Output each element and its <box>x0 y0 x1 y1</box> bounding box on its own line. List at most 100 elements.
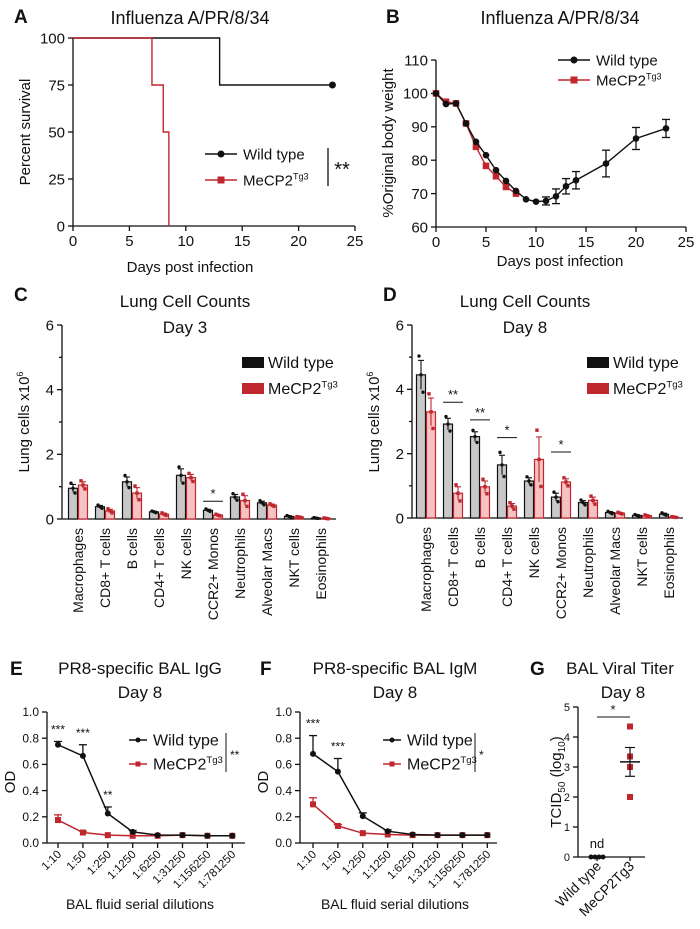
legend-label: MeCP2Tg3 <box>613 380 683 398</box>
point-significance-label: *** <box>306 717 320 731</box>
mecp2-survival-line <box>73 37 170 226</box>
y-tick-label: 6 <box>46 317 54 334</box>
y-axis-label-superscript: 6 <box>365 372 375 377</box>
y-tick-label: 0.4 <box>22 784 39 798</box>
y-tick-label: 0.0 <box>22 836 39 850</box>
individual-point <box>83 487 87 491</box>
x-tick-label: 1:10 <box>40 849 64 873</box>
individual-point <box>583 503 587 507</box>
x-tick-label: 0 <box>432 234 440 251</box>
data-point <box>562 182 570 190</box>
y-axis-label: Lung cells x106 <box>15 372 33 473</box>
not-detected-label: nd <box>590 836 604 851</box>
individual-point <box>552 490 556 494</box>
y-tick-label: 0 <box>396 510 404 527</box>
category-label: NKT cells <box>634 527 650 587</box>
individual-point <box>593 502 597 506</box>
individual-point <box>637 514 641 518</box>
x-axis-label: Days post infection <box>127 259 254 276</box>
individual-point <box>299 515 303 520</box>
individual-point <box>79 479 83 483</box>
x-tick-label: 20 <box>290 233 307 250</box>
y-axis-label-superscript: 6 <box>15 372 25 377</box>
individual-point <box>233 495 237 499</box>
x-tick-label: 25 <box>678 234 695 251</box>
data-point <box>434 832 441 839</box>
category-label: Eosinophils <box>661 527 677 599</box>
y-tick-label: 0.4 <box>275 784 292 798</box>
individual-point <box>539 484 543 489</box>
data-point <box>204 832 211 839</box>
y-axis-label-text: %Original body weight <box>380 68 397 218</box>
individual-point <box>295 514 299 519</box>
individual-point <box>508 501 512 505</box>
legend-square-marker <box>570 76 578 84</box>
individual-point <box>218 514 222 518</box>
y-tick-label: 0.8 <box>22 731 39 745</box>
data-point <box>359 830 366 837</box>
panel-label-f: F <box>260 659 272 680</box>
category-label: Macrophages <box>70 528 86 613</box>
individual-point <box>137 498 141 502</box>
mecp2-bar <box>185 477 197 520</box>
y-tick-label: 80 <box>411 152 428 169</box>
y-axis-label-text: TCID <box>548 793 565 828</box>
legend-circle-marker <box>570 56 578 64</box>
individual-point <box>643 513 647 517</box>
individual-point <box>525 475 529 479</box>
panel-label-c: C <box>14 285 28 306</box>
y-tick-label: 2 <box>46 447 54 464</box>
legend-text: MeCP2 <box>243 172 293 189</box>
data-point <box>129 828 136 835</box>
individual-point <box>125 480 129 484</box>
data-point <box>512 187 520 195</box>
data-point <box>482 162 490 170</box>
individual-point <box>208 509 212 514</box>
data-point <box>104 832 111 839</box>
legend-text: Wild type <box>596 52 658 69</box>
individual-point <box>108 509 112 513</box>
legend-label: MeCP2Tg3 <box>153 755 223 773</box>
individual-point <box>81 483 85 487</box>
individual-point <box>69 481 73 485</box>
individual-point <box>589 494 593 498</box>
data-point <box>334 768 341 775</box>
y-axis-label: OD <box>255 771 272 794</box>
legend-label: Wild type <box>407 733 473 750</box>
individual-point <box>297 515 301 519</box>
data-point <box>452 100 460 107</box>
individual-point <box>458 499 462 503</box>
chart-subtitle: Day 8 <box>118 683 162 702</box>
individual-point <box>216 513 220 517</box>
individual-point <box>444 414 448 419</box>
category-label: Neutrophils <box>232 528 248 599</box>
y-tick-label: 90 <box>411 119 428 136</box>
panel-label-b: B <box>386 7 400 28</box>
category-label: Neutrophils <box>580 527 596 598</box>
individual-point <box>566 484 570 488</box>
individual-point <box>564 480 568 484</box>
wild-type-end-marker <box>328 81 336 89</box>
y-tick-label: 60 <box>411 219 428 236</box>
individual-point <box>670 514 674 519</box>
individual-point <box>529 483 533 487</box>
individual-point <box>471 428 475 433</box>
x-tick-label: 5 <box>125 233 133 250</box>
point-significance-label: *** <box>51 722 65 736</box>
individual-point <box>324 516 328 521</box>
individual-point <box>483 485 487 489</box>
wild-type-point <box>596 854 602 860</box>
data-point <box>472 138 480 146</box>
legend-label: MeCP2Tg3 <box>596 71 662 89</box>
individual-point <box>456 491 460 495</box>
data-point <box>602 160 610 167</box>
legend-label: Wild type <box>268 355 334 372</box>
x-tick-label: 1:10 <box>295 849 319 873</box>
data-point <box>462 120 470 127</box>
x-tick-label: 25 <box>347 233 364 250</box>
mecp2-od-line <box>312 803 488 836</box>
legend-text: MeCP2 <box>596 72 646 89</box>
individual-point <box>645 514 649 518</box>
data-point <box>492 172 500 180</box>
x-tick-label: 20 <box>628 234 645 251</box>
